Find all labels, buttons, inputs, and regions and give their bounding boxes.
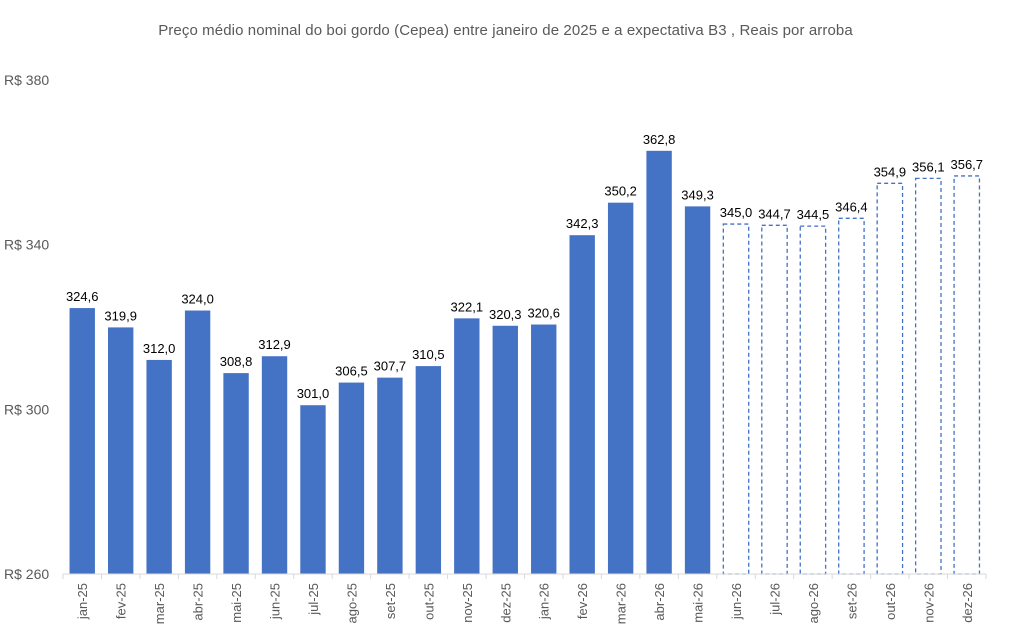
x-tick-label: ago-26 <box>806 583 821 623</box>
bar <box>377 377 403 574</box>
projection-bar <box>799 225 827 575</box>
data-label: 306,5 <box>335 364 368 379</box>
x-tick-label: mai-26 <box>691 583 706 623</box>
x-tick-label: dez-25 <box>498 583 513 623</box>
data-label: 356,7 <box>950 157 983 172</box>
projection-bar <box>953 175 981 575</box>
data-label: 308,8 <box>220 354 253 369</box>
projection-bar <box>914 177 942 575</box>
x-tick-label: out-26 <box>883 583 898 620</box>
projection-bar <box>761 224 788 575</box>
data-label: 345,0 <box>720 205 753 220</box>
data-label: 356,1 <box>912 159 945 174</box>
bar <box>415 366 442 574</box>
x-tick-label: mar-26 <box>614 583 629 624</box>
bar <box>69 308 95 574</box>
x-tick-label: dez-26 <box>960 583 975 623</box>
x-tick-label: ago-25 <box>344 583 359 623</box>
x-tick-label: abr-25 <box>191 583 206 621</box>
projection-bar <box>876 182 904 575</box>
bar <box>531 324 557 574</box>
bar <box>492 325 518 574</box>
bar <box>261 356 288 574</box>
x-tick-label: fev-25 <box>114 583 129 619</box>
x-tick-label: nov-26 <box>921 583 936 623</box>
projection-bar <box>838 217 865 575</box>
data-label: 310,5 <box>412 347 445 362</box>
y-tick-label: R$ 260 <box>4 566 49 582</box>
x-tick-label: jul-25 <box>306 583 321 616</box>
data-label: 312,9 <box>258 337 291 352</box>
data-label: 350,2 <box>604 184 637 199</box>
y-tick-label: R$ 340 <box>4 237 49 253</box>
bar <box>300 405 326 574</box>
data-label: 346,4 <box>835 199 868 214</box>
data-label: 307,7 <box>374 359 407 374</box>
x-tick-label: jul-26 <box>767 583 782 616</box>
data-label: 354,9 <box>874 164 907 179</box>
bar <box>646 150 672 574</box>
bar <box>107 327 134 574</box>
bar <box>223 373 249 574</box>
data-label: 349,3 <box>681 187 714 202</box>
bars <box>69 150 981 575</box>
x-tick-label: jan-25 <box>75 583 90 620</box>
data-label: 342,3 <box>566 216 599 231</box>
x-tick-label: out-25 <box>421 583 436 620</box>
data-label: 320,3 <box>489 307 522 322</box>
data-label: 319,9 <box>104 308 137 323</box>
data-label: 312,0 <box>143 341 176 356</box>
y-axis-labels: R$ 260 R$ 300 R$ 340 R$ 380 <box>4 72 49 582</box>
x-tick-label: jun-25 <box>268 583 283 620</box>
x-tick-label: mai-25 <box>229 583 244 623</box>
data-label: 324,0 <box>181 292 214 307</box>
bar <box>607 202 634 574</box>
x-tick-label: set-25 <box>383 583 398 619</box>
x-tick-label: set-26 <box>844 583 859 619</box>
data-label: 320,6 <box>527 306 560 321</box>
data-label: 322,1 <box>451 299 484 314</box>
bar <box>184 310 211 574</box>
chart-title: Preço médio nominal do boi gordo (Cepea)… <box>158 22 853 39</box>
bar <box>569 235 595 574</box>
data-label: 324,6 <box>66 289 99 304</box>
projection-bar <box>722 223 750 575</box>
bar <box>454 318 480 574</box>
y-tick-label: R$ 300 <box>4 401 49 417</box>
x-tick-label: mar-25 <box>152 583 167 624</box>
bar <box>146 359 172 574</box>
data-label: 344,5 <box>797 207 830 222</box>
data-label: 301,0 <box>297 386 330 401</box>
x-tick-label: abr-26 <box>652 583 667 621</box>
x-axis: jan-25 fev-25 mar-25 abr-25 mai-25 jun-25 jul-… <box>62 573 987 624</box>
data-label: 344,7 <box>758 206 791 221</box>
data-label: 362,8 <box>643 132 676 147</box>
bar <box>338 382 365 574</box>
x-tick-label: fev-26 <box>575 583 590 619</box>
value-labels: 324,6 319,9 312,0 324,0 308,8 312,9 301,0 306,5… <box>66 132 983 401</box>
x-tick-label: jan-26 <box>537 583 552 620</box>
x-tick-label: nov-25 <box>460 583 475 623</box>
y-tick-label: R$ 380 <box>4 72 49 88</box>
bar <box>684 206 711 575</box>
x-tick-label: jun-26 <box>729 583 744 620</box>
